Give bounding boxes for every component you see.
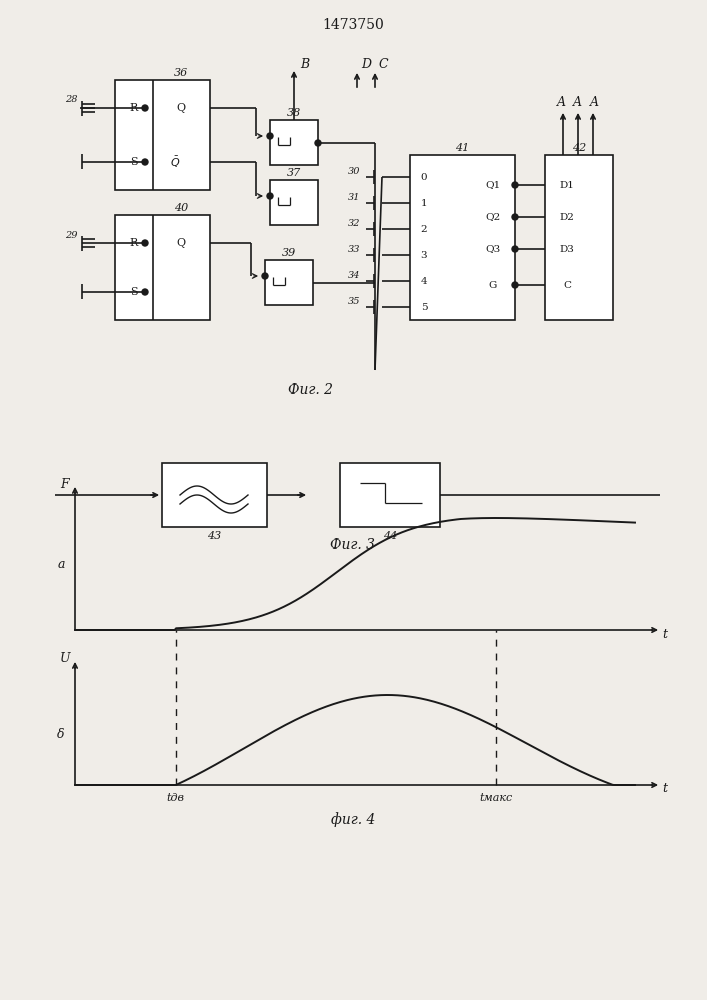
Text: δ: δ — [57, 728, 65, 742]
Circle shape — [512, 214, 518, 220]
Text: 3: 3 — [421, 250, 427, 259]
Text: Q: Q — [177, 103, 185, 113]
Text: G: G — [489, 280, 497, 290]
Text: 1: 1 — [421, 198, 427, 208]
Text: 41: 41 — [455, 143, 469, 153]
Text: 39: 39 — [282, 248, 296, 258]
Text: 31: 31 — [348, 192, 360, 202]
Text: B: B — [300, 58, 309, 72]
Text: 4: 4 — [421, 276, 427, 286]
Text: Фиг. 3: Фиг. 3 — [330, 538, 375, 552]
Text: Q1: Q1 — [486, 180, 501, 190]
Text: F: F — [61, 478, 69, 490]
Circle shape — [315, 140, 321, 146]
Text: 30: 30 — [348, 166, 360, 176]
Text: Фиг. 2: Фиг. 2 — [288, 383, 332, 397]
Circle shape — [512, 246, 518, 252]
Text: 43: 43 — [207, 531, 221, 541]
Text: 33: 33 — [348, 244, 360, 253]
Bar — [265, 260, 313, 305]
Text: Q: Q — [177, 238, 185, 248]
Bar — [270, 120, 318, 165]
Text: 0: 0 — [421, 172, 427, 182]
Text: S: S — [130, 287, 138, 297]
Text: a: a — [57, 558, 65, 570]
Text: S: S — [130, 157, 138, 167]
Text: 38: 38 — [287, 108, 301, 118]
Circle shape — [262, 273, 268, 279]
Text: Q3: Q3 — [486, 244, 501, 253]
Text: R: R — [130, 238, 138, 248]
Text: R: R — [130, 103, 138, 113]
Text: D1: D1 — [559, 180, 574, 190]
Text: C: C — [563, 280, 571, 290]
Bar — [340, 463, 440, 527]
Bar — [545, 155, 613, 320]
Text: tмакс: tмакс — [479, 793, 513, 803]
Text: 32: 32 — [348, 219, 360, 228]
Circle shape — [142, 159, 148, 165]
Text: 36: 36 — [174, 68, 188, 78]
Text: 40: 40 — [174, 203, 188, 213]
Text: Q2: Q2 — [486, 213, 501, 222]
Circle shape — [512, 282, 518, 288]
Text: A  A  A: A A A — [556, 96, 600, 108]
Circle shape — [267, 133, 273, 139]
Bar — [115, 80, 210, 190]
Bar — [270, 180, 318, 225]
Circle shape — [267, 193, 273, 199]
Text: D2: D2 — [559, 213, 574, 222]
Bar — [115, 215, 210, 320]
Text: tдв: tдв — [167, 793, 185, 803]
Text: 5: 5 — [421, 302, 427, 312]
Circle shape — [142, 240, 148, 246]
Text: фиг. 4: фиг. 4 — [331, 813, 375, 827]
Circle shape — [142, 289, 148, 295]
Text: D: D — [361, 58, 371, 72]
Text: t: t — [662, 782, 667, 796]
Text: 29: 29 — [66, 231, 78, 239]
Text: 2: 2 — [421, 225, 427, 233]
Text: U: U — [60, 652, 70, 666]
Text: C: C — [379, 58, 389, 72]
Circle shape — [142, 105, 148, 111]
Text: 1473750: 1473750 — [322, 18, 384, 32]
Text: 37: 37 — [287, 168, 301, 178]
Text: $\bar{Q}$: $\bar{Q}$ — [170, 154, 180, 170]
Text: 35: 35 — [348, 296, 360, 306]
Text: 42: 42 — [572, 143, 586, 153]
Bar — [162, 463, 267, 527]
Text: t: t — [662, 628, 667, 641]
Text: 28: 28 — [66, 96, 78, 104]
Bar — [410, 155, 515, 320]
Text: 34: 34 — [348, 270, 360, 279]
Text: D3: D3 — [559, 244, 574, 253]
Circle shape — [512, 182, 518, 188]
Text: 44: 44 — [383, 531, 397, 541]
